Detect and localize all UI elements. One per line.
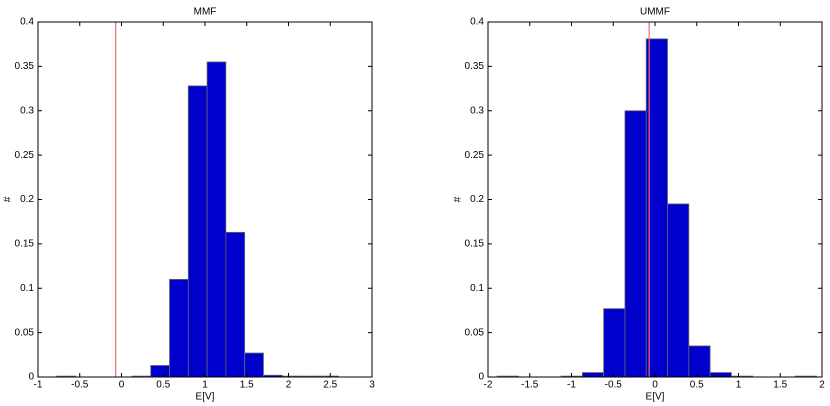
y-tick-label: 0.25 xyxy=(15,150,35,161)
bar xyxy=(603,308,626,378)
chart-title: UMMF xyxy=(640,7,670,18)
x-tick-label: 0.5 xyxy=(156,380,170,391)
y-tick-label: 0.05 xyxy=(15,327,35,338)
y-tick-label: 0.1 xyxy=(20,283,34,294)
x-tick-label: 1 xyxy=(736,380,742,391)
x-tick-label: 0.5 xyxy=(690,380,704,391)
y-tick-label: 0.25 xyxy=(465,150,485,161)
y-tick-label: 0 xyxy=(478,372,484,383)
x-tick-label: 0 xyxy=(652,380,658,391)
x-axis-label: E[V] xyxy=(646,392,665,403)
x-tick-label: 2.5 xyxy=(323,380,337,391)
x-tick-label: 3 xyxy=(369,380,375,391)
y-tick-label: 0.3 xyxy=(20,105,34,116)
x-tick-label: -0.5 xyxy=(605,380,623,391)
x-tick-label: 1.5 xyxy=(240,380,254,391)
bar xyxy=(581,372,605,378)
y-tick-label: 0.2 xyxy=(20,194,34,205)
y-tick-label: 0.2 xyxy=(470,194,484,205)
bar xyxy=(688,345,711,378)
y-axis-label: # xyxy=(453,196,464,202)
bar xyxy=(709,372,732,378)
bar xyxy=(244,352,264,378)
bar xyxy=(150,365,170,378)
chart-title: MMF xyxy=(194,7,217,18)
y-axis-label: # xyxy=(3,196,14,202)
x-tick-label: -1 xyxy=(567,380,576,391)
y-tick-label: 0.35 xyxy=(15,61,35,72)
y-tick-label: 0.35 xyxy=(465,61,485,72)
x-tick-label: -1.5 xyxy=(521,380,539,391)
y-tick-label: 0.15 xyxy=(465,239,485,250)
x-tick-label: 1.5 xyxy=(773,380,787,391)
y-tick-label: 0.1 xyxy=(470,283,484,294)
bar xyxy=(225,231,246,378)
x-tick-label: 2 xyxy=(819,380,825,391)
x-tick-label: -1 xyxy=(34,380,43,391)
x-tick-label: -2 xyxy=(484,380,493,391)
y-tick-label: 0.3 xyxy=(470,105,484,116)
y-tick-label: 0.4 xyxy=(20,17,34,28)
x-tick-label: 1 xyxy=(202,380,208,391)
bar xyxy=(206,61,227,378)
x-tick-label: 0 xyxy=(119,380,125,391)
x-axis-label: E[V] xyxy=(196,392,215,403)
y-tick-label: 0 xyxy=(28,372,34,383)
bar xyxy=(667,203,690,378)
x-tick-label: 2 xyxy=(286,380,292,391)
y-tick-label: 0.15 xyxy=(15,239,35,250)
y-tick-label: 0.05 xyxy=(465,327,485,338)
bar xyxy=(169,278,189,378)
y-tick-label: 0.4 xyxy=(470,17,484,28)
bar xyxy=(624,110,647,378)
bar xyxy=(187,85,208,378)
x-tick-label: -0.5 xyxy=(71,380,89,391)
